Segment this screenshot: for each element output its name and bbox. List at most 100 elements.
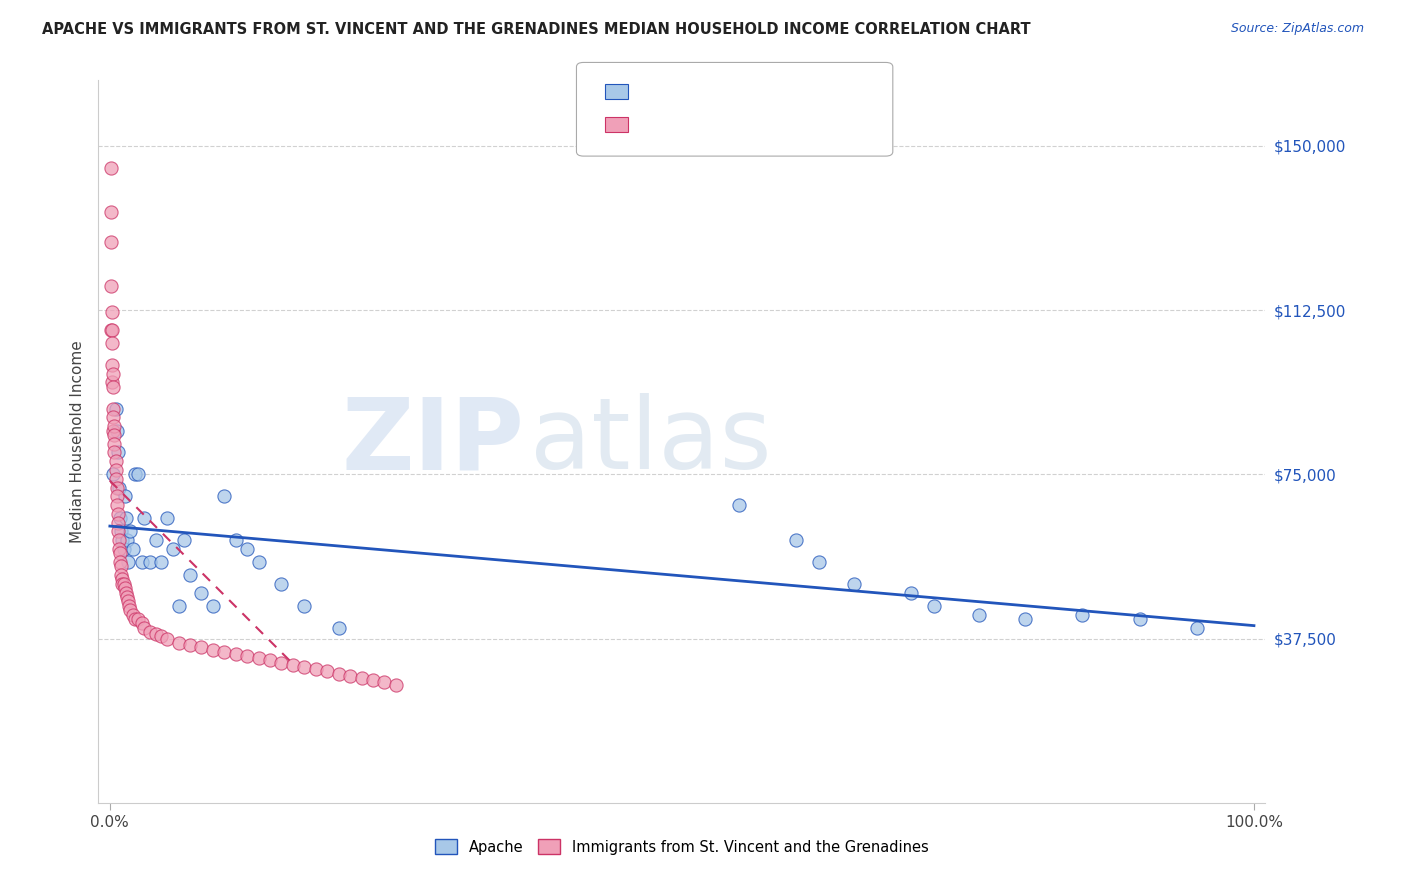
Point xyxy=(328,621,350,635)
Point xyxy=(150,629,173,643)
Point xyxy=(101,305,124,319)
Point xyxy=(104,472,127,486)
Point xyxy=(100,323,122,337)
Point xyxy=(107,507,129,521)
Point xyxy=(339,669,361,683)
Point xyxy=(111,573,134,587)
Point xyxy=(808,555,831,569)
Text: 72: 72 xyxy=(790,118,811,132)
Text: 47: 47 xyxy=(790,85,811,99)
Point xyxy=(103,436,125,450)
Point xyxy=(108,555,131,569)
Point xyxy=(108,533,131,547)
Point xyxy=(201,599,224,613)
Point xyxy=(373,675,395,690)
Point xyxy=(1185,621,1208,635)
Point xyxy=(124,612,146,626)
Point xyxy=(162,541,184,556)
Point xyxy=(145,627,167,641)
Point xyxy=(385,677,408,691)
Point xyxy=(103,445,125,459)
Point xyxy=(139,625,162,640)
Point xyxy=(225,533,247,547)
Point xyxy=(270,656,292,670)
Point xyxy=(117,594,139,608)
Point xyxy=(785,533,807,547)
Point xyxy=(247,651,270,665)
Point xyxy=(108,481,131,495)
Text: N =: N = xyxy=(745,118,789,132)
Point xyxy=(100,279,122,293)
Point xyxy=(121,607,143,622)
Point xyxy=(115,590,138,604)
Point xyxy=(236,541,259,556)
Point xyxy=(105,481,128,495)
Point xyxy=(103,467,125,482)
Point xyxy=(120,603,142,617)
Point xyxy=(103,428,125,442)
Point xyxy=(110,524,132,539)
Point xyxy=(842,577,865,591)
Point xyxy=(190,640,212,655)
Text: APACHE VS IMMIGRANTS FROM ST. VINCENT AND THE GRENADINES MEDIAN HOUSEHOLD INCOME: APACHE VS IMMIGRANTS FROM ST. VINCENT AN… xyxy=(42,22,1031,37)
Point xyxy=(103,367,125,381)
Text: Source: ZipAtlas.com: Source: ZipAtlas.com xyxy=(1230,22,1364,36)
Point xyxy=(120,524,142,539)
Text: ZIP: ZIP xyxy=(342,393,524,490)
Point xyxy=(145,533,167,547)
Point xyxy=(281,657,304,672)
Point xyxy=(305,662,328,676)
Point xyxy=(134,511,156,525)
Point xyxy=(104,463,127,477)
Legend: Apache, Immigrants from St. Vincent and the Grenadines: Apache, Immigrants from St. Vincent and … xyxy=(430,833,934,861)
Point xyxy=(101,376,124,390)
Point xyxy=(900,585,922,599)
Point xyxy=(179,568,201,582)
Point xyxy=(112,541,135,556)
Y-axis label: Median Household Income: Median Household Income xyxy=(70,340,86,543)
Point xyxy=(108,546,131,560)
Point xyxy=(107,516,129,530)
Point xyxy=(292,599,315,613)
Point xyxy=(103,401,125,416)
Point xyxy=(110,568,132,582)
Point xyxy=(270,577,292,591)
Point xyxy=(139,555,162,569)
Point xyxy=(1014,612,1036,626)
Point xyxy=(127,612,149,626)
Point xyxy=(969,607,991,622)
Point xyxy=(236,649,259,664)
Text: R =: R = xyxy=(640,85,673,99)
Point xyxy=(115,533,138,547)
Point xyxy=(104,454,127,468)
Point xyxy=(214,645,236,659)
Point xyxy=(111,533,134,547)
Point xyxy=(100,161,122,175)
Point xyxy=(108,541,131,556)
Point xyxy=(101,323,124,337)
Point xyxy=(328,666,350,681)
Point xyxy=(112,577,135,591)
Point xyxy=(156,511,179,525)
Point xyxy=(114,489,136,503)
Point xyxy=(103,424,125,438)
Point xyxy=(107,445,129,459)
Point xyxy=(728,498,751,512)
Point xyxy=(114,581,136,595)
Point xyxy=(105,489,128,503)
Point xyxy=(108,511,131,525)
Point xyxy=(121,541,143,556)
Point xyxy=(103,419,125,434)
Point xyxy=(247,555,270,569)
Point xyxy=(167,636,190,650)
Point xyxy=(173,533,195,547)
Point xyxy=(115,511,138,525)
Point xyxy=(115,585,138,599)
Text: -0.188: -0.188 xyxy=(679,118,734,132)
Point xyxy=(131,616,153,631)
Point xyxy=(105,498,128,512)
Point xyxy=(124,467,146,482)
Point xyxy=(101,358,124,372)
Point xyxy=(103,410,125,425)
Point xyxy=(104,401,127,416)
